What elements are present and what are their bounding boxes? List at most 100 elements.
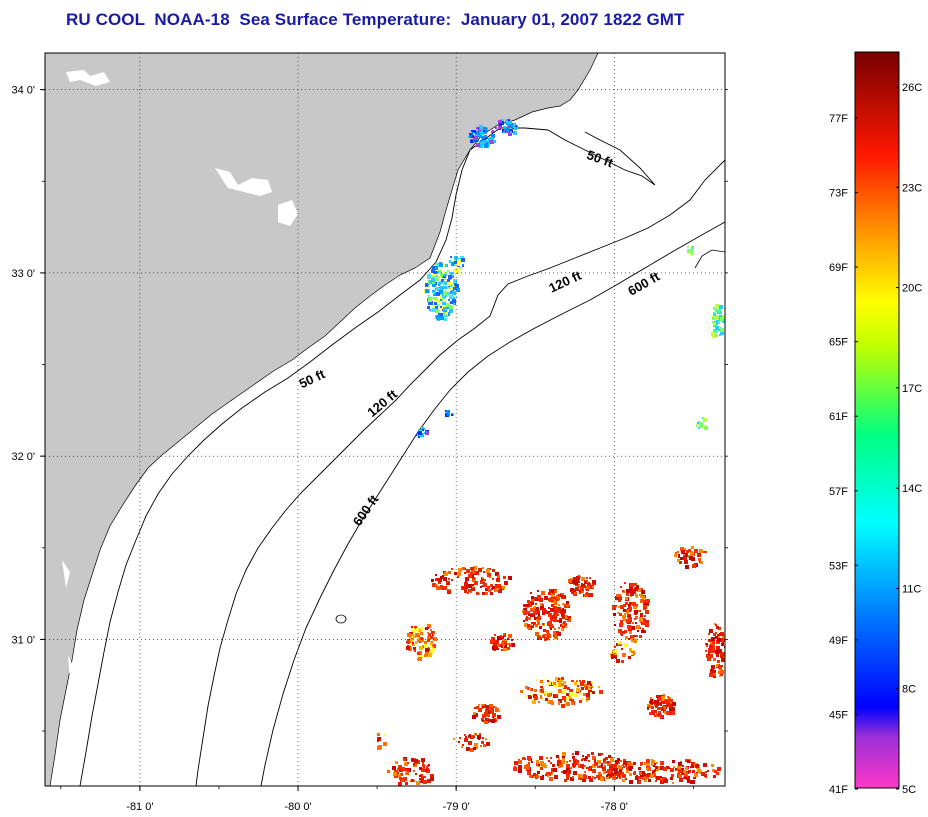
sst-pixel — [420, 779, 424, 783]
sst-pixel — [444, 318, 447, 321]
sst-pixel — [424, 644, 428, 648]
sst-pixel — [464, 734, 466, 736]
sst-pixel — [450, 301, 453, 304]
sst-pixel — [498, 126, 501, 129]
sst-pixel — [443, 577, 447, 581]
sst-pixel — [419, 775, 421, 777]
sst-pixel — [398, 774, 401, 777]
sst-pixel — [531, 596, 534, 599]
sst-pixel — [558, 701, 560, 703]
sst-pixel — [706, 654, 710, 658]
sst-pixel — [503, 131, 505, 133]
sst-pixel — [411, 628, 415, 632]
sst-pixel — [553, 618, 557, 622]
sst-pixel — [497, 575, 500, 578]
sst-pixel — [480, 586, 482, 588]
sst-pixel — [528, 696, 531, 699]
sst-pixel — [419, 767, 422, 770]
sst-pixel — [653, 765, 655, 767]
sst-pixel — [500, 635, 502, 637]
sst-pixel — [562, 756, 564, 758]
sst-pixel — [566, 764, 570, 768]
sst-pixel — [654, 770, 656, 772]
sst-pixel — [554, 602, 557, 605]
sst-pixel — [604, 765, 606, 767]
lat-tick-label: 32 0' — [11, 451, 35, 463]
sst-pixel — [701, 772, 705, 776]
sst-pixel — [571, 699, 574, 702]
sst-pixel — [635, 622, 637, 624]
sst-pixel — [473, 747, 476, 750]
sst-pixel — [542, 775, 544, 777]
sst-pixel — [570, 777, 574, 781]
sst-pixel — [579, 592, 581, 594]
sst-pixel — [540, 603, 543, 606]
sst-pixel — [628, 615, 631, 618]
sst-pixel — [586, 693, 590, 697]
sst-pixel — [483, 137, 485, 139]
sst-pixel — [561, 677, 564, 680]
sst-pixel — [654, 775, 656, 777]
sst-pixel — [656, 776, 660, 780]
sst-pixel — [711, 637, 715, 641]
sst-pixel — [529, 604, 532, 607]
sst-pixel — [687, 246, 689, 248]
sst-pixel — [713, 658, 716, 661]
sst-pixel — [670, 777, 673, 780]
sst-pixel — [542, 604, 544, 606]
sst-pixel — [586, 767, 588, 769]
sst-pixel — [562, 686, 564, 688]
sst-pixel — [583, 584, 585, 586]
sst-pixel — [502, 586, 505, 589]
sst-pixel — [444, 278, 446, 280]
sst-pixel — [406, 770, 409, 773]
sst-pixel — [506, 131, 508, 133]
sst-pixel — [442, 294, 444, 296]
sst-pixel — [580, 682, 584, 686]
sst-pixel — [550, 618, 553, 621]
sst-pixel — [453, 297, 455, 299]
sst-pixel — [536, 760, 539, 763]
sst-pixel — [468, 735, 471, 738]
sst-pixel — [715, 624, 717, 626]
sst-pixel — [447, 292, 450, 295]
sst-pixel — [530, 608, 534, 612]
sst-pixel — [406, 772, 409, 775]
sst-pixel — [622, 631, 625, 634]
sst-pixel — [639, 635, 642, 638]
sst-pixel — [575, 582, 578, 585]
sst-pixel — [437, 299, 441, 303]
sst-pixel — [582, 755, 584, 757]
sst-pixel — [457, 259, 461, 263]
sst-pixel — [715, 650, 719, 654]
sst-pixel — [614, 771, 617, 774]
sst-pixel — [610, 765, 614, 769]
sst-pixel — [547, 681, 551, 685]
sst-pixel — [574, 694, 577, 697]
sst-pixel — [710, 654, 713, 657]
sst-pixel — [639, 617, 643, 621]
sst-pixel — [497, 715, 500, 718]
sst-pixel — [498, 120, 502, 124]
sst-pixel — [554, 775, 558, 779]
sst-pixel — [528, 614, 530, 616]
sst-pixel — [567, 770, 571, 774]
sst-pixel — [615, 596, 619, 600]
sst-pixel — [513, 131, 517, 135]
sst-pixel — [566, 604, 569, 607]
sst-pixel — [678, 774, 682, 778]
sst-pixel — [720, 670, 724, 674]
sst-pixel — [447, 590, 451, 594]
sst-pixel — [548, 592, 551, 595]
sst-pixel — [454, 283, 457, 286]
sst-pixel — [712, 769, 715, 772]
sst-pixel — [490, 589, 492, 591]
sst-pixel — [387, 770, 390, 773]
sst-pixel — [642, 628, 644, 630]
sst-pixel — [690, 766, 692, 768]
sst-pixel — [466, 569, 470, 573]
sst-pixel — [413, 635, 416, 638]
sst-pixel — [569, 760, 571, 762]
sst-pixel — [642, 771, 645, 774]
sst-pixel — [525, 686, 528, 689]
